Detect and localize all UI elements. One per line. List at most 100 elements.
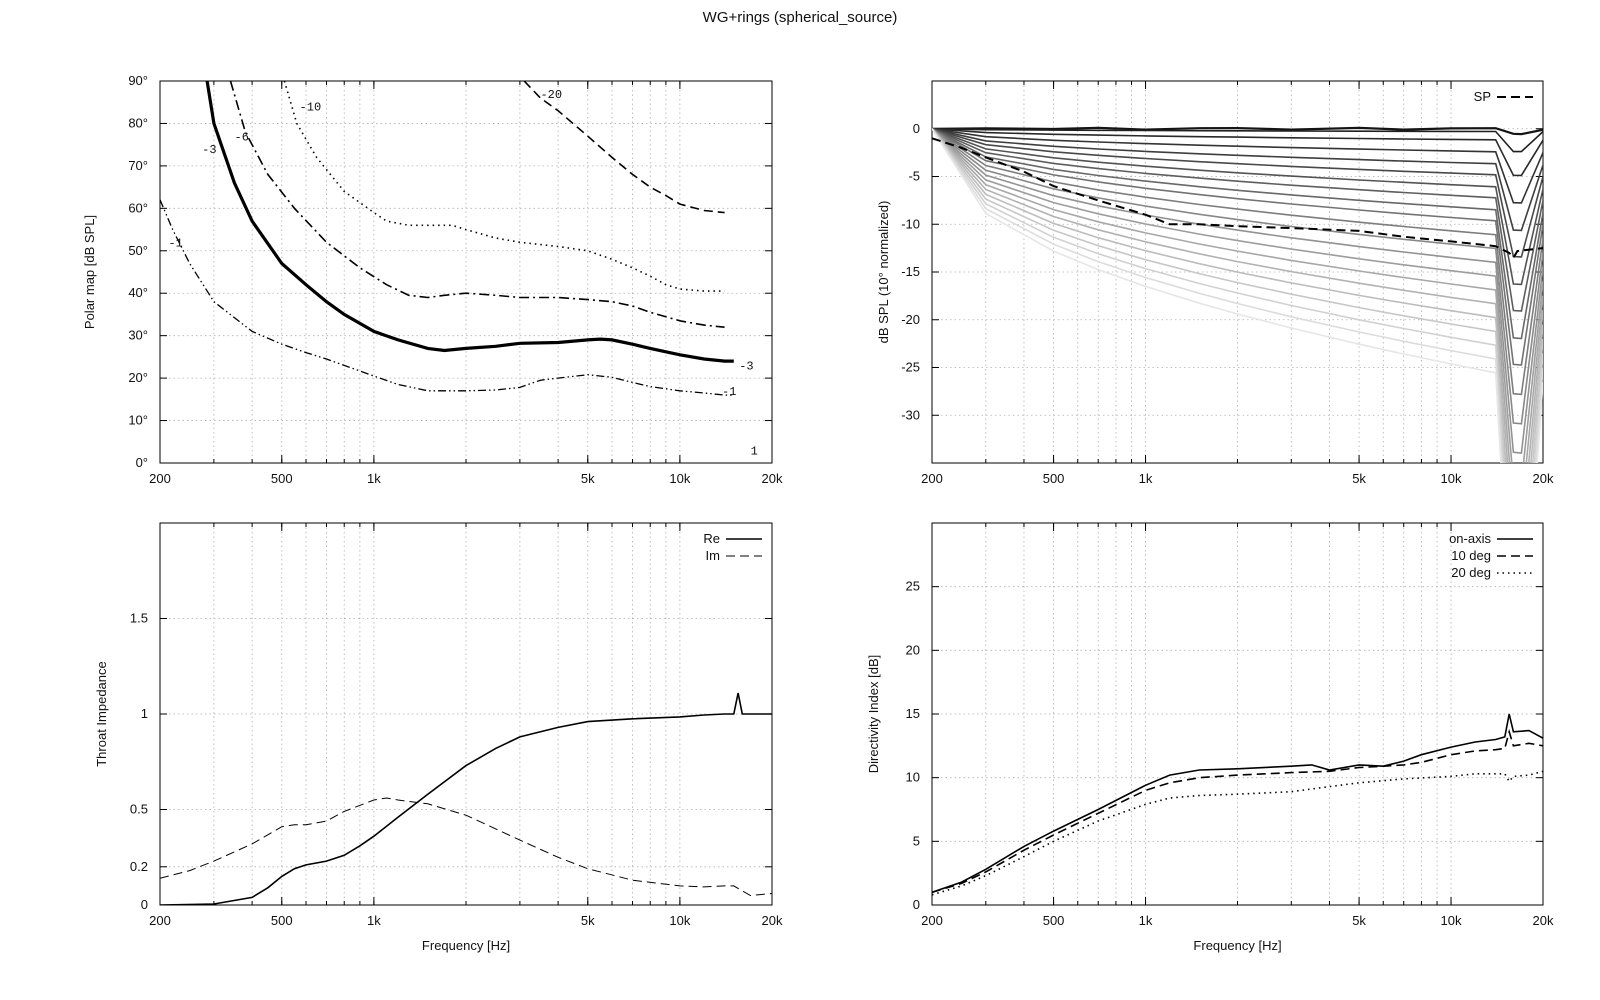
plot-frame [931,522,1544,906]
x-tick-label: 10k [669,471,690,486]
y-tick-label: -10 [901,216,920,231]
x-tick-label: 20k [1533,913,1554,928]
spl-angle-curve [932,128,1543,454]
x-axis-label: Frequency [Hz] [1193,938,1281,953]
contour-label: -3 [739,360,753,374]
contour-label: -1 [168,237,182,251]
spl-angle-curve [932,126,1543,136]
series-line-Re [160,692,772,905]
legend-label: Im [706,548,720,563]
x-tick-label: 5k [1352,471,1366,486]
spl-angle-curve [932,128,1543,153]
directivity-index-panel: 0 5 10 15 20 25 200 500 1k 5k 10k 20k Directivity In… [866,522,1554,953]
y-axis-label: dB SPL (10° normalized) [876,201,891,344]
y-tick-label: 20° [128,370,148,385]
spl-angle-curve [932,128,1543,463]
x-tick-label: 5k [581,471,595,486]
y-tick-label: -30 [901,407,920,422]
x-tick-label: 20k [762,913,783,928]
series-line-on-axis [932,713,1543,894]
y-axis-label: Directivity Index [dB] [866,655,881,774]
y-tick-label: 1.5 [130,611,148,626]
x-tick-label: 200 [149,913,171,928]
y-axis-label: Polar map [dB SPL] [82,215,97,329]
x-tick-label: 500 [1043,471,1065,486]
contour-label: -1 [722,385,736,399]
legend-label: on-axis [1449,531,1491,546]
plot-area [932,713,1543,896]
spl-angle-curve [932,128,1543,204]
x-tick-label: 1k [1139,471,1153,486]
legend-label: 10 deg [1451,548,1491,563]
x-axis-label: Frequency [Hz] [422,938,510,953]
y-tick-label: 80° [128,115,148,130]
x-tick-label: 10k [1441,471,1462,486]
plot-frame [159,80,773,464]
y-tick-label: -15 [901,264,920,279]
y-tick-label: 0 [913,897,920,912]
spl-angle-curve [932,128,1543,366]
legend-label: 20 deg [1451,565,1491,580]
x-tick-label: 5k [581,913,595,928]
y-tick-label: 0.2 [130,859,148,874]
y-tick-label: -20 [901,312,920,327]
spl-angle-curve [932,128,1543,463]
y-tick-label: 60° [128,200,148,215]
y-tick-label: 10° [128,413,148,428]
contour-label: -20 [540,88,562,102]
y-tick-label: 70° [128,158,148,173]
spl-angle-curve [932,128,1543,340]
contour-label: -10 [300,101,322,115]
contour-label: -3 [202,143,216,157]
plot-area [160,692,772,905]
series-line-10 deg [932,728,1543,894]
spl-panel: 0 -5 -10 -15 -20 -25 -30 200 500 1k 5k 10k 20k dB SPL… [876,80,1554,486]
throat-impedance-panel: 0 0.2 0.5 1 1.5 200 500 1k 5k 10k 20k Throat Impeda… [94,522,783,953]
spl-angle-curve [932,128,1543,463]
x-tick-label: 10k [1441,913,1462,928]
spl-angle-curve [932,128,1543,396]
y-tick-label: 15 [906,706,920,721]
series-line--6 [229,81,725,328]
x-tick-label: 200 [921,471,943,486]
series-line--3 [205,81,734,363]
x-tick-label: 500 [1043,913,1065,928]
legend-label: SP [1474,89,1491,104]
series-line-SP [932,137,1543,260]
polar-map-panel: 0° 10° 20° 30° 40° 50° 60° 70° 80° 90° 200 500 1k 5k 1… [82,73,783,486]
y-tick-label: 0.5 [130,802,148,817]
spl-angle-curve [932,128,1543,232]
spl-angle-curve [932,128,1543,312]
x-tick-label: 500 [271,913,293,928]
y-tick-label: 5 [913,833,920,848]
contour-label: 1 [751,445,758,459]
y-tick-label: 0 [141,897,148,912]
legend-label: Re [703,531,720,546]
x-tick-label: 20k [762,471,783,486]
x-tick-label: 500 [271,471,293,486]
spl-angle-curve [932,128,1543,463]
spl-angle-curve [932,128,1543,463]
y-tick-label: 20 [906,642,920,657]
y-tick-label: 50° [128,243,148,258]
x-tick-label: 5k [1352,913,1366,928]
x-tick-label: 1k [1139,913,1153,928]
x-tick-label: 200 [921,913,943,928]
x-tick-label: 1k [367,913,381,928]
figure-title: WG+rings (spherical_source) [702,9,898,26]
x-tick-label: 1k [367,471,381,486]
y-tick-label: 0° [136,455,148,470]
y-tick-label: -5 [908,169,920,184]
y-tick-label: 10 [906,770,920,785]
spl-angle-curve [932,128,1543,177]
y-tick-label: 40° [128,285,148,300]
series-line--1 [160,199,734,396]
contour-label: -6 [235,130,249,144]
x-tick-label: 10k [669,913,690,928]
y-tick-label: 90° [128,73,148,88]
y-tick-label: 30° [128,328,148,343]
y-tick-label: 1 [141,706,148,721]
plot-area [160,81,734,396]
y-tick-label: 25 [906,579,920,594]
